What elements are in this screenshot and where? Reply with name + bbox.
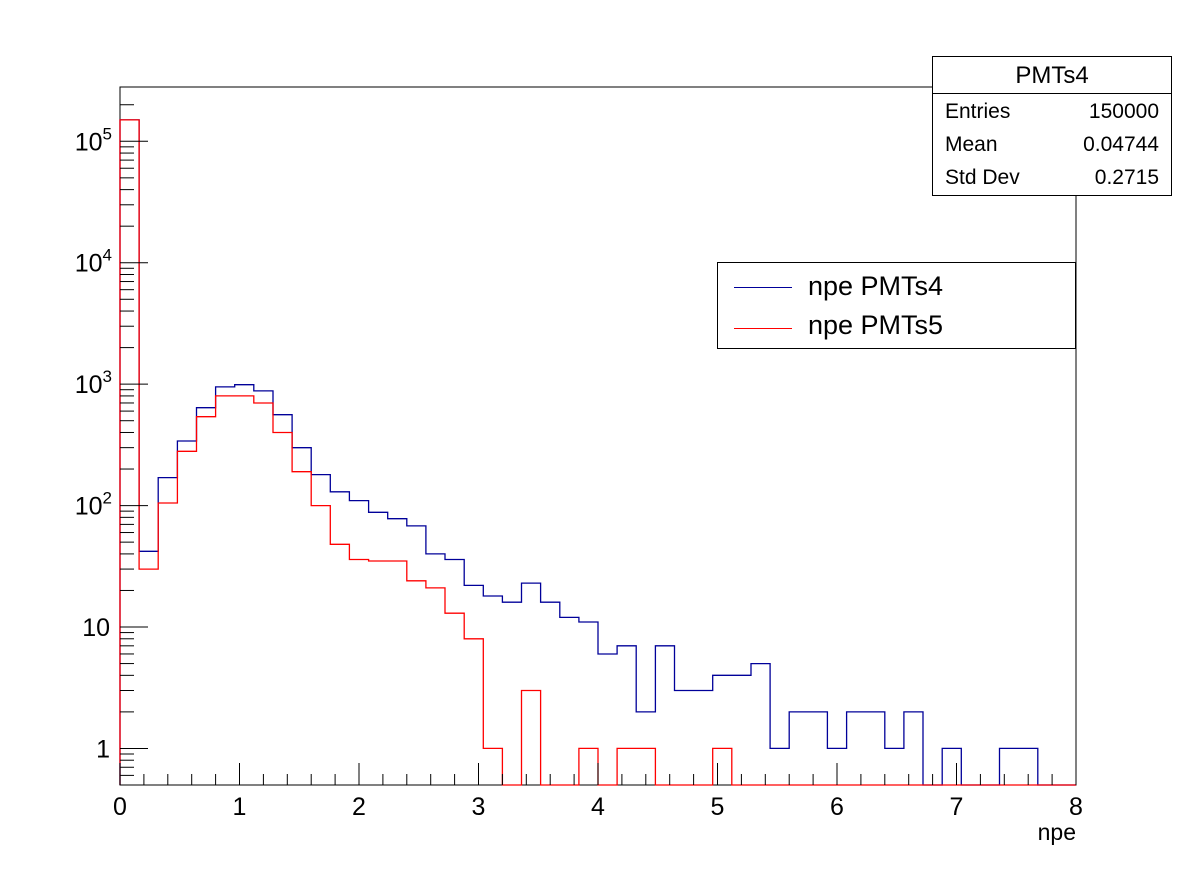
stats-title: PMTs4 bbox=[933, 57, 1171, 94]
stats-value: 0.2715 bbox=[1094, 166, 1159, 189]
series-line-1 bbox=[119, 119, 1076, 786]
stats-row-std-dev: Std Dev 0.2715 bbox=[945, 161, 1159, 195]
x-tick-label: 7 bbox=[950, 793, 964, 821]
stats-row-entries: Entries 150000 bbox=[945, 95, 1159, 129]
stats-row-mean: Mean 0.04744 bbox=[945, 128, 1159, 162]
x-tick-label: 8 bbox=[1069, 793, 1083, 821]
x-axis-label: npe bbox=[1038, 819, 1076, 845]
stats-key: Entries bbox=[945, 100, 1011, 123]
y-tick-label: 104 bbox=[75, 246, 112, 278]
histogram-series bbox=[119, 119, 1076, 786]
x-tick-label: 0 bbox=[113, 793, 127, 821]
y-tick-label: 103 bbox=[75, 367, 112, 399]
y-tick-label: 102 bbox=[75, 489, 112, 521]
x-tick-label: 5 bbox=[711, 793, 725, 821]
x-tick-label: 2 bbox=[352, 793, 366, 821]
legend-swatch-pmts4 bbox=[734, 287, 792, 288]
legend-label-pmts5: npe PMTs5 bbox=[808, 310, 944, 340]
legend-entry-pmts4: npe PMTs4 bbox=[718, 265, 1075, 305]
x-tick-label: 1 bbox=[233, 793, 247, 821]
legend-swatch-pmts5 bbox=[734, 328, 792, 329]
x-tick-label: 3 bbox=[472, 793, 486, 821]
legend-label-pmts4: npe PMTs4 bbox=[808, 271, 944, 301]
stats-value: 0.04744 bbox=[1083, 133, 1159, 156]
x-tick-label: 6 bbox=[830, 793, 844, 821]
y-tick-label: 1 bbox=[96, 735, 110, 763]
stats-box: PMTs4 Entries 150000 Mean 0.04744 Std De… bbox=[932, 56, 1172, 196]
stats-key: Mean bbox=[945, 133, 998, 156]
legend: npe PMTs4 npe PMTs5 bbox=[717, 262, 1076, 349]
series-line-0 bbox=[119, 119, 1076, 786]
stats-key: Std Dev bbox=[945, 166, 1020, 189]
y-tick-label: 105 bbox=[75, 124, 112, 156]
stats-value: 150000 bbox=[1088, 100, 1159, 123]
legend-entry-pmts5: npe PMTs5 bbox=[718, 306, 1075, 346]
y-tick-label: 10 bbox=[82, 614, 110, 642]
x-tick-label: 4 bbox=[591, 793, 605, 821]
